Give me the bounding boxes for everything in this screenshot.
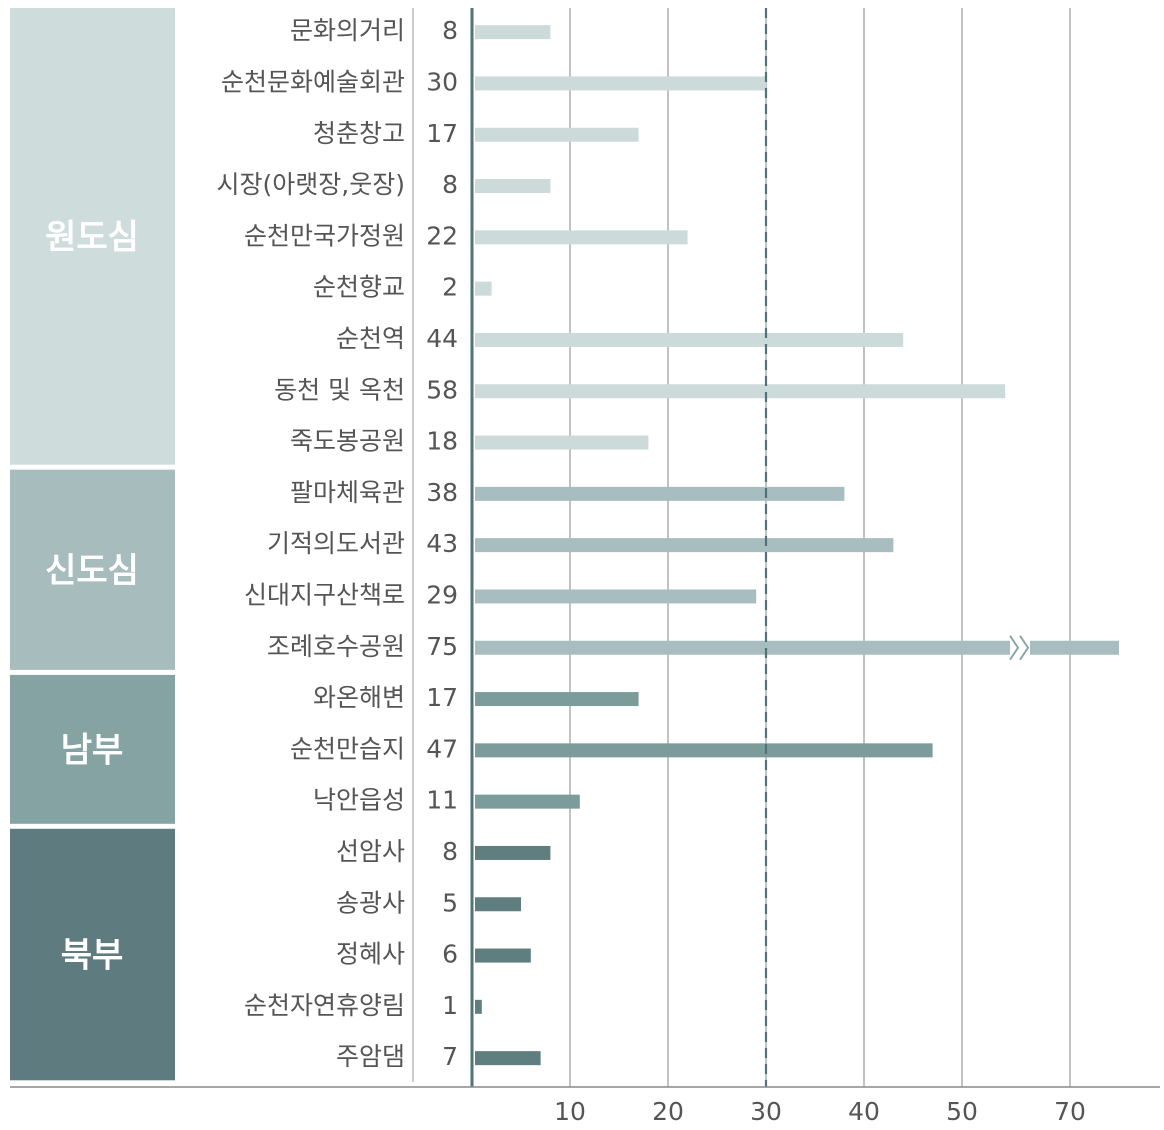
value-label: 6 bbox=[442, 940, 458, 969]
group-label: 북부 bbox=[61, 936, 124, 976]
category-label: 순천향교 bbox=[313, 273, 405, 302]
value-label: 43 bbox=[426, 529, 458, 558]
group-label: 원도심 bbox=[45, 217, 139, 257]
value-label: 75 bbox=[426, 632, 458, 661]
value-label: 47 bbox=[426, 734, 458, 763]
category-label: 신대지구산책로 bbox=[244, 580, 405, 609]
bar bbox=[475, 692, 639, 707]
bar bbox=[475, 179, 551, 194]
bar bbox=[475, 230, 688, 245]
value-label: 11 bbox=[426, 786, 458, 815]
bar bbox=[475, 589, 757, 604]
value-label: 29 bbox=[426, 580, 458, 609]
bar bbox=[475, 640, 1119, 655]
value-label: 8 bbox=[442, 837, 458, 866]
value-label: 38 bbox=[426, 478, 458, 507]
value-label: 22 bbox=[426, 221, 458, 250]
break-mark bbox=[1009, 635, 1030, 661]
bar bbox=[475, 948, 531, 963]
category-label: 문화의거리 bbox=[290, 16, 405, 45]
category-label: 송광사 bbox=[336, 888, 405, 917]
x-tick-label: 50 bbox=[946, 1097, 978, 1126]
bar bbox=[475, 743, 933, 758]
bar bbox=[475, 332, 904, 347]
bar bbox=[475, 76, 766, 91]
group-box bbox=[10, 674, 175, 824]
x-tick-label: 40 bbox=[848, 1097, 880, 1126]
category-label: 순천만습지 bbox=[290, 734, 405, 763]
bar bbox=[475, 25, 551, 40]
x-tick-label: 20 bbox=[652, 1097, 684, 1126]
category-label: 주암댐 bbox=[336, 1042, 405, 1071]
category-label: 순천역 bbox=[336, 324, 405, 353]
bar bbox=[475, 384, 1006, 399]
category-label: 동천 및 옥천 bbox=[274, 375, 405, 404]
value-label: 8 bbox=[442, 170, 458, 199]
category-label: 순천자연휴양림 bbox=[244, 991, 405, 1020]
category-label: 조례호수공원 bbox=[267, 632, 405, 661]
value-label: 18 bbox=[426, 427, 458, 456]
category-label: 정혜사 bbox=[336, 940, 405, 969]
value-label: 5 bbox=[442, 888, 458, 917]
category-label: 청춘창고 bbox=[313, 119, 405, 148]
category-label: 시장(아랫장,웃장) bbox=[217, 170, 405, 199]
bar bbox=[475, 538, 894, 553]
category-label: 낙안읍성 bbox=[313, 786, 405, 815]
bar bbox=[475, 794, 580, 809]
group-box bbox=[10, 828, 175, 1081]
category-label: 죽도봉공원 bbox=[290, 427, 405, 456]
bar bbox=[475, 281, 492, 296]
bar bbox=[475, 486, 845, 501]
bar bbox=[475, 1051, 541, 1066]
bar bbox=[475, 435, 649, 450]
value-label: 1 bbox=[442, 991, 458, 1020]
value-label: 8 bbox=[442, 16, 458, 45]
category-label: 기적의도서관 bbox=[267, 529, 405, 558]
category-label: 순천문화예술회관 bbox=[221, 67, 405, 96]
x-tick-label: 10 bbox=[554, 1097, 586, 1126]
value-label: 7 bbox=[442, 1042, 458, 1071]
bar bbox=[475, 845, 551, 860]
value-label: 17 bbox=[426, 119, 458, 148]
value-label: 44 bbox=[426, 324, 458, 353]
bar bbox=[475, 999, 482, 1014]
group-label: 남부 bbox=[61, 730, 124, 770]
value-label: 58 bbox=[426, 375, 458, 404]
bar bbox=[475, 127, 639, 142]
x-tick-label: 30 bbox=[750, 1097, 782, 1126]
category-label: 와온해변 bbox=[313, 683, 405, 712]
x-tick-label: 70 bbox=[1054, 1097, 1086, 1126]
category-label: 팔마체육관 bbox=[290, 478, 405, 507]
value-label: 30 bbox=[426, 67, 458, 96]
group-box bbox=[10, 469, 175, 670]
group-box bbox=[10, 8, 175, 465]
bar bbox=[475, 897, 521, 912]
value-label: 2 bbox=[442, 273, 458, 302]
group-label: 신도심 bbox=[45, 551, 139, 591]
value-label: 17 bbox=[426, 683, 458, 712]
category-label: 선암사 bbox=[336, 837, 405, 866]
category-label: 순천만국가정원 bbox=[244, 221, 405, 250]
